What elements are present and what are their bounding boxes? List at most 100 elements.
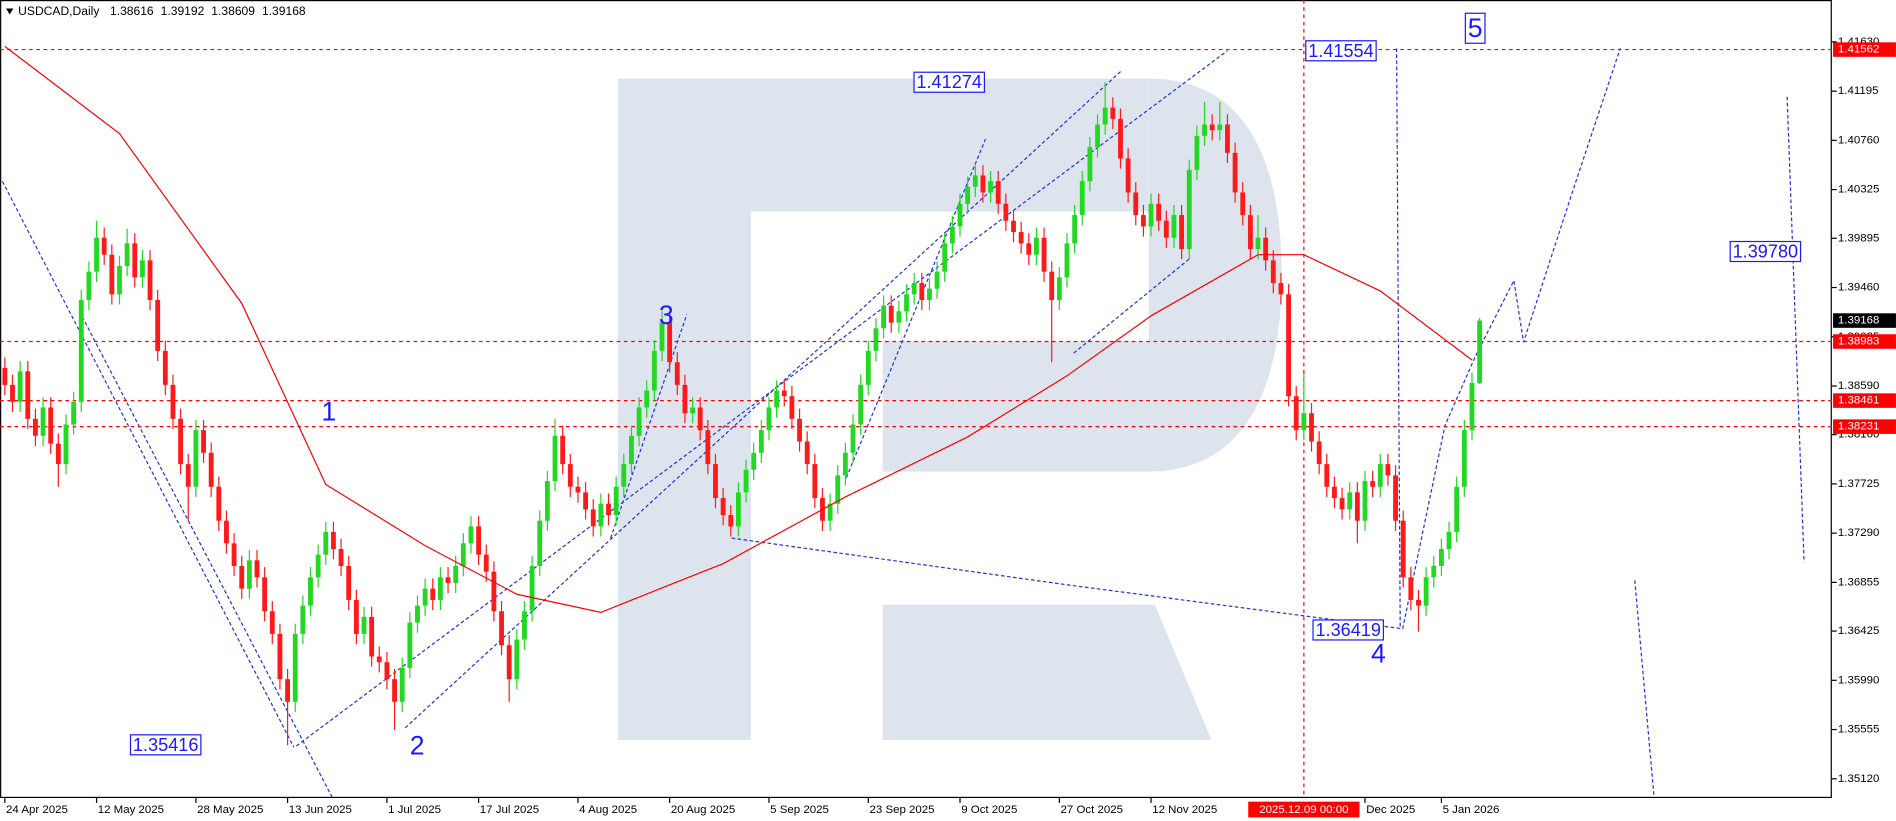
candle-body [468,526,474,544]
candle-body [1247,215,1253,250]
candle-body [766,407,772,431]
candle-body [1377,464,1383,487]
candle-body [789,396,795,419]
header-close: 1.39168 [262,4,306,18]
symbol: USDCAD,Daily [18,4,100,18]
candle-body [651,350,657,391]
candle-body [499,611,504,646]
candle-body [1339,498,1345,510]
candle-body [621,464,627,487]
candle-body [560,435,566,465]
candle-body [1011,220,1016,233]
candle-body [674,362,680,385]
x-tick-label: 28 May 2025 [197,804,263,816]
candle-body [1041,237,1047,272]
wave-label: 3 [659,300,674,330]
x-tick-label: 27 Oct 2025 [1061,804,1124,816]
candle-body [2,367,8,385]
candle-body [285,679,290,702]
candle-body [735,492,741,527]
candle-body [1240,192,1246,216]
candle-body [888,305,894,323]
candle-body [331,532,336,549]
price-annotation: 1.35416 [133,735,199,755]
price-annotation: 1.36419 [1315,620,1381,640]
candle-body [1202,124,1207,136]
candle-body [842,452,848,476]
y-tick-label: 1.38590 [1838,380,1879,392]
y-tick-label: 1.35555 [1838,724,1879,736]
candle-body [1118,118,1123,159]
level-label-bg [1833,393,1896,408]
candle-body [965,186,971,204]
candle-body [193,430,199,487]
candle-body [170,384,176,419]
x-tick-label: 1 Jul 2025 [388,804,441,816]
candle-body [972,175,978,187]
candle-body [995,181,1001,204]
annotation-box [1464,12,1486,44]
header: USDCAD,Daily 1.38616 1.39192 1.38609 1.3… [18,4,306,18]
candle-body [1431,565,1437,578]
candle-body [1133,192,1139,216]
candle-body [63,424,69,465]
price-annotation: 1.39780 [1733,242,1799,262]
x-tick-label: 24 Apr 2025 [6,804,68,816]
candle-body [277,633,283,680]
candle-body [659,322,665,351]
candle-body [254,560,260,578]
candle-body [743,469,749,493]
candle-body [1056,277,1062,300]
candle-body [911,282,917,295]
x-tick-label: 5 Sep 2025 [770,804,829,816]
candle-body [1148,203,1154,227]
candle-body [407,622,413,668]
candle-body [629,435,634,465]
candle-body [483,554,489,572]
candle-body [1385,464,1391,476]
annotation-box [129,734,202,756]
candle-body [1079,181,1085,216]
y-tick-label: 1.37725 [1838,478,1879,490]
candle-body [1064,243,1070,278]
candle-body [437,577,443,600]
candle-body [1347,492,1353,510]
candle-body [246,560,252,589]
candle-body [1209,124,1215,131]
level-label-bg [1833,42,1896,57]
price-annotation: 1.41554 [1308,41,1374,61]
candle-body [575,486,581,493]
plot-frame [0,0,1832,799]
header-low: 1.38609 [211,4,255,18]
candle-body [1461,430,1467,487]
candle-body [1034,237,1039,255]
x-tick-label: 5 Jan 2026 [1443,804,1500,816]
candles [2,82,1483,746]
annotation-box [1305,40,1377,62]
candle-body [361,616,367,634]
candle-body [208,452,214,487]
candle-body [1018,232,1024,244]
candle-body [636,407,642,436]
candle-body [1469,383,1475,431]
candle-body [514,639,520,680]
candle-body [384,662,390,680]
candle-body [231,543,237,566]
candle-body [1270,260,1276,283]
candle-body [1179,215,1185,250]
wave-label: 4 [1371,638,1386,668]
level-label: 1.38231 [1838,421,1879,433]
candle-body [300,605,306,634]
candle-body [919,282,925,300]
candle-body [1309,413,1314,442]
level-label-bg [1833,419,1896,434]
x-tick-label: 23 Sep 2025 [870,804,935,816]
candle-body [86,271,92,300]
candle-body [445,577,451,583]
candle-body [1362,481,1368,521]
candle-body [942,243,948,272]
candle-body [162,350,168,385]
candle-body [1286,294,1292,397]
candle-body [124,243,130,267]
candle-body [873,328,879,351]
